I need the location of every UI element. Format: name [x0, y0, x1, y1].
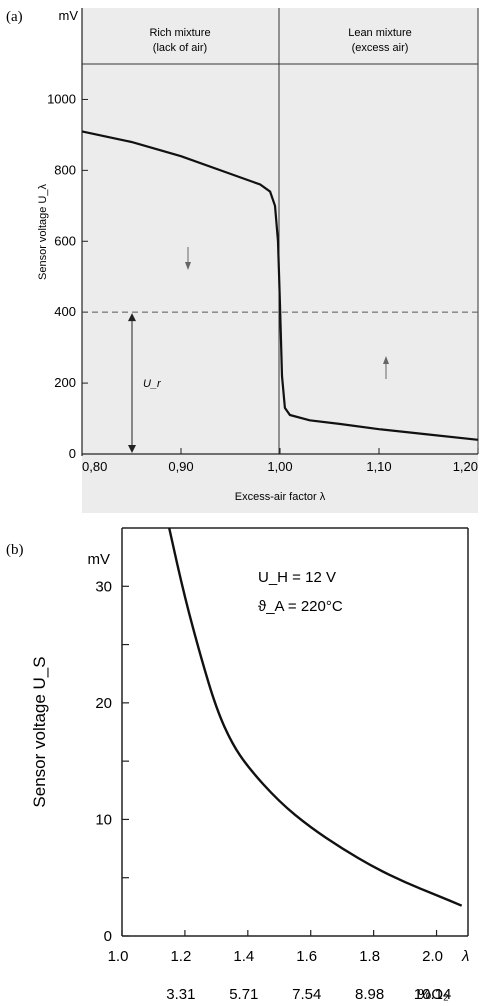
chart-a-x-tick-label: 0,90	[168, 459, 193, 474]
chart-a-y-tick-label: 200	[54, 375, 76, 390]
chart-a-up-arrow	[383, 356, 389, 379]
chart-a-ur-arrow	[128, 313, 136, 453]
chart-b-o2-tick-label: 5.71	[229, 986, 258, 1003]
chart-b-x-end-label: λ	[461, 948, 469, 965]
chart-b-x-tick-label: 1.2	[170, 948, 191, 965]
chart-b-x-tick-label: 1.4	[233, 948, 254, 965]
chart-b-y-tick-label: 0	[104, 928, 112, 945]
chart-a-y-tick-label: 400	[54, 304, 76, 319]
chart-b-annotation-temperature: ϑ_A = 220°C	[258, 598, 343, 615]
chart-a-x-label: Excess-air factor λ	[235, 491, 326, 503]
chart-a-series-line	[81, 130, 479, 441]
chart-a-region-rich-line2: (lack of air)	[153, 42, 207, 54]
chart-a-down-arrow	[185, 247, 191, 270]
chart-b-annotation-heater-voltage: U_H = 12 V	[258, 569, 336, 586]
chart-a-y-tick-label: 0	[69, 446, 76, 461]
chart-b-y-tick-label: 20	[95, 695, 112, 712]
chart-b-y-label: Sensor voltage U_S	[30, 656, 49, 807]
chart-b-series-line	[168, 527, 463, 907]
chart-a-x-tick-label: 1,10	[366, 459, 391, 474]
chart-b-x-tick-label: 1.8	[359, 948, 380, 965]
chart-b-o2-tick-label: 7.54	[292, 986, 321, 1003]
chart-a-ur-label: U_r	[143, 378, 162, 390]
chart-a-x-tick-label: 0,80	[82, 459, 107, 474]
chart-a-region-rich-line1: Rich mixture	[149, 27, 210, 39]
chart-b-y-unit: mV	[88, 551, 111, 568]
chart-a-panel-label: (a)	[6, 9, 23, 25]
chart-a-y-unit: mV	[59, 8, 79, 23]
chart-b-y-tick-label: 30	[95, 578, 112, 595]
chart-a-region-lean-line1: Lean mixture	[348, 27, 412, 39]
chart-b-x-tick-label: 1.6	[296, 948, 317, 965]
chart-b-y-tick-label: 10	[95, 811, 112, 828]
chart-a-x-tick-label: 1,00	[267, 459, 292, 474]
chart-b-o2-unit: %O₂	[418, 986, 449, 1003]
chart-a-y-tick-label: 600	[54, 233, 76, 248]
chart-b-o2-tick-label: 8.98	[355, 986, 384, 1003]
chart-a-background	[82, 8, 478, 513]
chart-a-y-tick-label: 800	[54, 162, 76, 177]
chart-a: (a) mV Rich mixture (lack of air) Lean m…	[6, 8, 479, 513]
chart-a-y-tick-label: 1000	[47, 91, 76, 106]
chart-a-region-lean-line2: (excess air)	[352, 42, 409, 54]
chart-a-y-label: Sensor voltage U_λ	[37, 184, 49, 280]
chart-b-x-tick-label: 1.0	[108, 948, 129, 965]
chart-b-o2-tick-label: 3.31	[166, 986, 195, 1003]
chart-b: (b) mV 0 10 20 30 1.0 1.2 1.4 1.6 1.8 2.0 3.31 5.…	[6, 527, 469, 1003]
chart-b-x-tick-label: 2.0	[422, 948, 443, 965]
chart-b-panel-label: (b)	[6, 542, 24, 558]
chart-a-x-tick-label: 1,20	[453, 459, 478, 474]
chart-b-o2-tick-label: 10.14	[414, 986, 452, 1003]
